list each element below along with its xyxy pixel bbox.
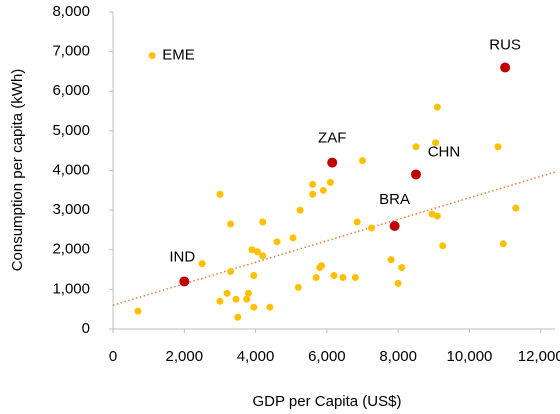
- point: [289, 234, 297, 242]
- y-tick-label: 2,000: [52, 241, 90, 258]
- trendline: [112, 171, 556, 306]
- point: [309, 190, 317, 198]
- point: [259, 218, 267, 226]
- point: [339, 273, 347, 281]
- point: [232, 295, 240, 303]
- point: [512, 204, 520, 212]
- point: [389, 220, 400, 231]
- point: [433, 103, 441, 111]
- point: [253, 248, 261, 256]
- point: [244, 289, 252, 297]
- y-tick-label: 1,000: [52, 280, 90, 297]
- point: [312, 273, 320, 281]
- point: [327, 157, 338, 168]
- x-tick-label: 8,000: [379, 348, 417, 365]
- point: [351, 273, 359, 281]
- point: [353, 218, 361, 226]
- point: [318, 262, 326, 270]
- point: [216, 297, 224, 305]
- point: [432, 139, 440, 147]
- point: [387, 256, 395, 264]
- point: [330, 272, 338, 280]
- point: [296, 206, 304, 214]
- x-tick-label: 12,000: [518, 348, 560, 365]
- point: [410, 169, 421, 180]
- x-tick-label: 10,000: [447, 348, 493, 365]
- point: [499, 240, 507, 248]
- point: [412, 143, 420, 151]
- point: [367, 224, 375, 232]
- point-label: BRA: [379, 191, 410, 208]
- point-label: CHN: [428, 143, 461, 160]
- point: [227, 268, 235, 276]
- x-axis-title: GDP per Capita (US$): [253, 393, 402, 410]
- point: [319, 186, 327, 194]
- point: [309, 180, 317, 188]
- point: [398, 264, 406, 272]
- point-label: IND: [169, 248, 195, 265]
- y-tick-label: 6,000: [52, 82, 90, 99]
- point: [273, 238, 281, 246]
- y-tick-label: 3,000: [52, 201, 90, 218]
- point-label: EME: [162, 47, 195, 64]
- point: [216, 190, 224, 198]
- point: [148, 52, 156, 60]
- point: [428, 210, 436, 218]
- x-tick-label: 0: [109, 348, 117, 365]
- point: [134, 307, 142, 315]
- y-axis-title: Consumption per capita (kWh): [9, 69, 26, 272]
- point: [433, 212, 441, 220]
- y-tick-label: 0: [82, 320, 90, 337]
- point: [198, 260, 206, 268]
- point: [494, 143, 502, 151]
- point: [223, 289, 231, 297]
- point: [439, 242, 447, 250]
- x-tick-label: 6,000: [308, 348, 346, 365]
- y-tick-label: 4,000: [52, 161, 90, 178]
- point: [294, 283, 302, 291]
- point: [259, 252, 267, 260]
- point: [250, 303, 258, 311]
- x-tick-label: 2,000: [166, 348, 204, 365]
- y-tick-label: 8,000: [52, 3, 90, 20]
- point: [234, 313, 242, 321]
- point: [179, 276, 190, 287]
- point: [227, 220, 235, 228]
- y-tick-label: 5,000: [52, 122, 90, 139]
- point: [248, 246, 256, 254]
- point: [359, 157, 367, 165]
- point: [326, 178, 334, 186]
- point: [250, 272, 258, 280]
- point: [266, 303, 274, 311]
- y-tick-label: 7,000: [52, 43, 90, 60]
- point: [243, 295, 251, 303]
- point: [394, 279, 402, 287]
- point: [500, 62, 511, 73]
- x-tick-label: 4,000: [237, 348, 275, 365]
- point-label: RUS: [489, 36, 521, 53]
- point-label: ZAF: [318, 130, 346, 147]
